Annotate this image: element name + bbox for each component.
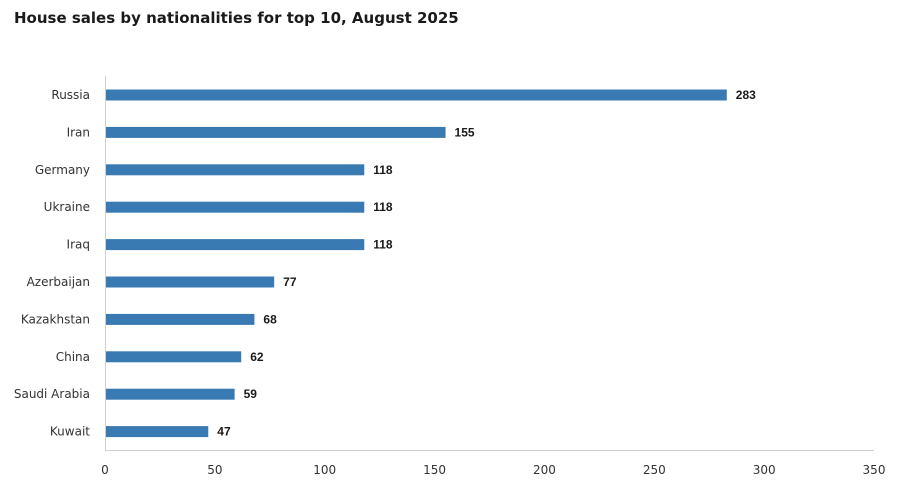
category-label: Germany [35,163,90,177]
category-label: Ukraine [44,200,90,214]
data-label: 155 [455,125,475,139]
bar [105,276,275,288]
x-tick-label: 150 [423,463,446,477]
category-label: Azerbaijan [27,275,90,289]
chart-title: House sales by nationalities for top 10,… [14,9,459,27]
bar [105,351,242,363]
x-tick-label: 300 [753,463,776,477]
data-labels: 283 155 118 118 118 77 68 62 59 47 [217,88,756,439]
bar [105,313,255,325]
bar [105,89,727,101]
x-tick-label: 350 [863,463,886,477]
category-label: China [56,350,90,364]
bar [105,239,365,251]
data-label: 47 [217,425,231,439]
data-label: 68 [263,312,277,326]
x-tick-label: 250 [643,463,666,477]
category-label: Iran [67,125,90,139]
category-label: Iraq [67,238,90,252]
category-label: Kazakhstan [21,312,90,326]
category-labels: Russia Iran Germany Ukraine Iraq Azerbaijan Ka… [14,88,90,439]
category-label: Russia [51,88,90,102]
bar [105,388,235,400]
data-label: 77 [283,275,297,289]
data-label: 283 [736,88,756,102]
bar [105,201,365,213]
data-label: 118 [373,238,393,252]
bar [105,126,446,138]
x-axis-ticks: 0 50 100 150 200 250 300 350 [101,463,885,477]
x-tick-label: 50 [207,463,222,477]
x-tick-label: 100 [313,463,336,477]
category-label: Kuwait [50,425,90,439]
category-label: Saudi Arabia [14,387,90,401]
x-tick-label: 0 [101,463,109,477]
bar [105,426,209,438]
data-label: 62 [250,350,264,364]
data-label: 118 [373,200,393,214]
bar [105,164,365,176]
data-label: 59 [244,387,258,401]
x-tick-label: 200 [533,463,556,477]
data-label: 118 [373,163,393,177]
bars [105,89,727,438]
